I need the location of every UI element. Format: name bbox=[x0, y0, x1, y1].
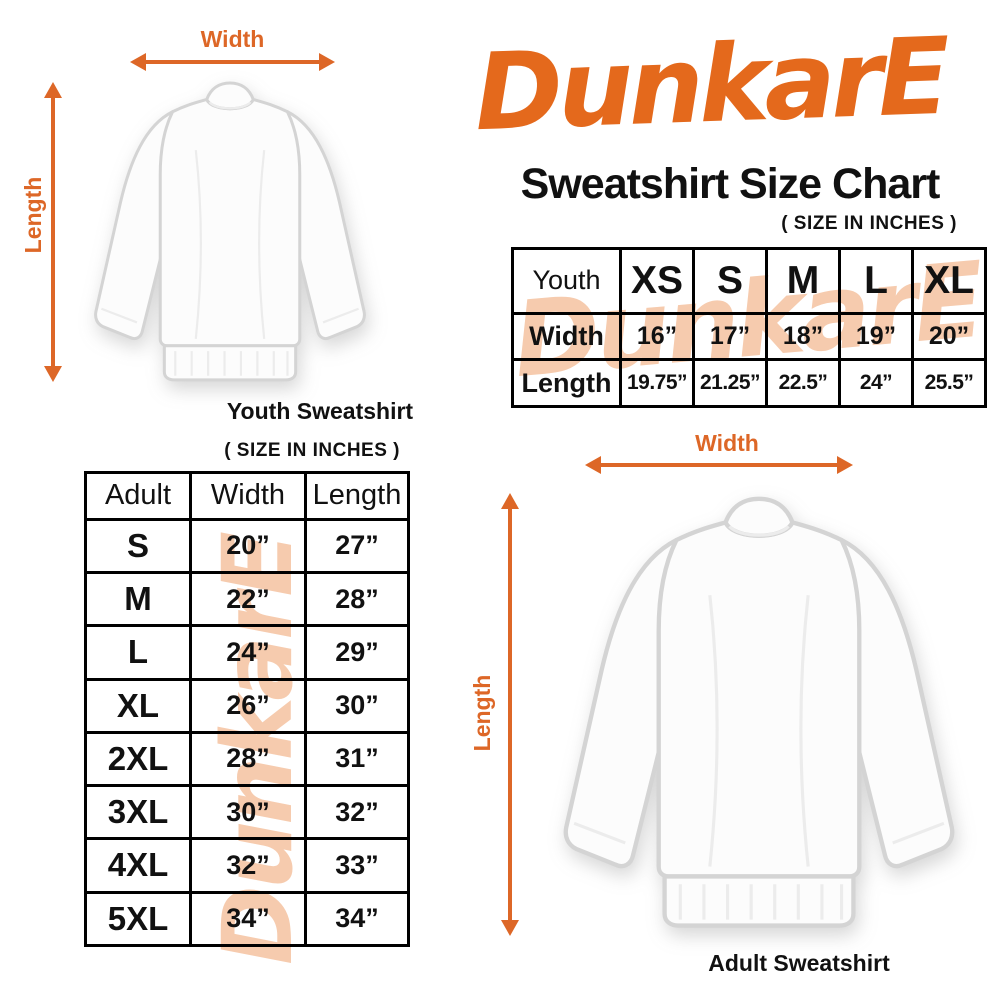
adult-caption: Adult Sweatshirt bbox=[708, 950, 890, 976]
table-cell: 24” bbox=[838, 358, 914, 408]
table-cell: 21.25” bbox=[692, 358, 768, 408]
table-cell: 4XL bbox=[84, 837, 192, 894]
table-cell: 28” bbox=[189, 730, 307, 788]
table-row: Width 16” 17” 18” 19” 20” bbox=[511, 311, 987, 362]
table-row: L 24” 29” bbox=[84, 624, 410, 681]
table-row: 2XL 28” 31” bbox=[84, 730, 410, 788]
table-cell: 22.5” bbox=[765, 358, 841, 408]
table-cell: 5XL bbox=[84, 890, 192, 948]
brand-logo: DunkarE bbox=[472, 14, 948, 155]
table-row: XL 26” 30” bbox=[84, 677, 410, 734]
table-cell: XL bbox=[911, 247, 987, 315]
table-row: M 22” 28” bbox=[84, 571, 410, 628]
table-cell: 2XL bbox=[84, 730, 192, 788]
table-cell: L bbox=[838, 247, 914, 315]
page-title: Sweatshirt Size Chart bbox=[520, 160, 941, 208]
table-cell: Adult bbox=[84, 471, 192, 521]
table-cell: S bbox=[692, 247, 768, 315]
table-cell: Width bbox=[511, 311, 622, 362]
table-cell: 22” bbox=[189, 571, 307, 628]
table-cell: 27” bbox=[304, 517, 410, 575]
table-cell: M bbox=[84, 571, 192, 628]
table-cell: 29” bbox=[304, 624, 410, 681]
table-cell: 17” bbox=[692, 311, 768, 362]
youth-caption: Youth Sweatshirt bbox=[226, 398, 414, 424]
table-cell: Youth bbox=[511, 247, 622, 315]
youth-sweatshirt-image bbox=[94, 81, 366, 382]
adult-sweatshirt-image bbox=[563, 496, 955, 928]
table-cell: XL bbox=[84, 677, 192, 734]
table-cell: Width bbox=[189, 471, 307, 521]
table-cell: 30” bbox=[304, 677, 410, 734]
adult-length-label: Length bbox=[469, 674, 495, 752]
youth-width-label: Width bbox=[200, 26, 265, 52]
youth-length-label: Length bbox=[20, 176, 46, 254]
table-cell: 33” bbox=[304, 837, 410, 894]
youth-width-arrow-icon bbox=[130, 53, 335, 71]
table-cell: 16” bbox=[619, 311, 695, 362]
table-cell: 34” bbox=[304, 890, 410, 948]
youth-size-table: Youth XS S M L XL Width 16” 17” 18” 19” … bbox=[511, 247, 987, 408]
table-row: Length 19.75” 21.25” 22.5” 24” 25.5” bbox=[511, 358, 987, 408]
table-cell: 18” bbox=[765, 311, 841, 362]
table-cell: 31” bbox=[304, 730, 410, 788]
table-row: 3XL 30” 32” bbox=[84, 784, 410, 841]
table-row: Youth XS S M L XL bbox=[511, 247, 987, 315]
table-cell: 3XL bbox=[84, 784, 192, 841]
table-cell: S bbox=[84, 517, 192, 575]
table-cell: 26” bbox=[189, 677, 307, 734]
adult-size-table: Adult Width Length S 20” 27” M 22” 28” L… bbox=[84, 471, 410, 948]
units-note-adult: ( SIZE IN INCHES ) bbox=[224, 440, 400, 461]
table-row: S 20” 27” bbox=[84, 517, 410, 575]
table-cell: 32” bbox=[189, 837, 307, 894]
adult-length-arrow-icon bbox=[501, 493, 519, 936]
table-cell: 24” bbox=[189, 624, 307, 681]
table-cell: XS bbox=[619, 247, 695, 315]
table-cell: L bbox=[84, 624, 192, 681]
table-cell: 19” bbox=[838, 311, 914, 362]
table-cell: 19.75” bbox=[619, 358, 695, 408]
youth-length-arrow-icon bbox=[44, 82, 62, 382]
table-cell: 28” bbox=[304, 571, 410, 628]
table-cell: M bbox=[765, 247, 841, 315]
table-cell: 20” bbox=[189, 517, 307, 575]
adult-width-arrow-icon bbox=[585, 456, 853, 474]
table-cell: 34” bbox=[189, 890, 307, 948]
table-row: 4XL 32” 33” bbox=[84, 837, 410, 894]
table-cell: 25.5” bbox=[911, 358, 987, 408]
table-row: Adult Width Length bbox=[84, 471, 410, 521]
adult-width-label: Width bbox=[695, 430, 759, 456]
table-cell: Length bbox=[511, 358, 622, 408]
table-cell: 30” bbox=[189, 784, 307, 841]
table-cell: 20” bbox=[911, 311, 987, 362]
table-cell: Length bbox=[304, 471, 410, 521]
table-row: 5XL 34” 34” bbox=[84, 890, 410, 948]
units-note-youth: ( SIZE IN INCHES ) bbox=[781, 213, 957, 234]
table-cell: 32” bbox=[304, 784, 410, 841]
